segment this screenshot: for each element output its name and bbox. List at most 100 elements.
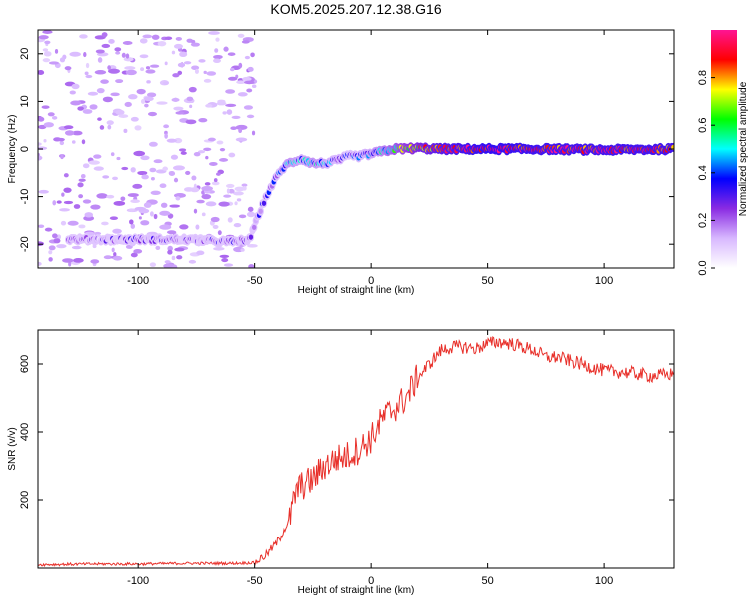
- noise-blob: [97, 57, 103, 63]
- noise-blob: [94, 70, 107, 75]
- noise-blob: [140, 99, 146, 104]
- noise-blob: [225, 103, 237, 108]
- noise-blob: [213, 58, 221, 64]
- noise-blob: [226, 109, 233, 115]
- noise-blob: [81, 139, 86, 145]
- noise-blob: [188, 86, 197, 93]
- noise-blob: [150, 176, 155, 181]
- noise-blob: [70, 100, 82, 106]
- noise-blob: [44, 40, 51, 45]
- noise-blob: [61, 192, 65, 197]
- noise-blob: [110, 152, 115, 157]
- noise-blob: [183, 61, 192, 65]
- noise-blob: [238, 214, 247, 219]
- spectrogram-y-ticks: 20 10 0 -10 -20: [19, 48, 674, 252]
- noise-blob: [168, 170, 176, 177]
- noise-blob: [163, 81, 169, 86]
- noise-blob: [88, 160, 101, 165]
- noise-blob: [225, 183, 235, 188]
- noise-blob: [120, 196, 126, 202]
- noise-blob: [173, 177, 179, 183]
- noise-blob: [163, 124, 170, 129]
- noise-blob: [102, 175, 110, 179]
- noise-blob: [189, 104, 193, 109]
- noise-blob: [63, 125, 74, 130]
- noise-blob: [43, 51, 52, 57]
- colorbar-tick-label: 0.6: [697, 118, 709, 133]
- spectrogram-x-tick-label: 100: [595, 275, 613, 287]
- noise-blob: [217, 230, 222, 236]
- noise-blob: [130, 199, 141, 203]
- noise-blob: [242, 185, 247, 191]
- noise-blob: [247, 206, 254, 212]
- noise-blob: [108, 39, 115, 44]
- noise-blob: [174, 137, 183, 144]
- noise-blob: [164, 36, 173, 40]
- noise-blob: [59, 140, 65, 146]
- noise-blob: [59, 57, 66, 63]
- noise-blob: [236, 198, 242, 202]
- noise-blob: [205, 103, 213, 108]
- noise-blob: [42, 58, 51, 63]
- noise-blob: [246, 211, 256, 218]
- noise-blob: [242, 76, 252, 82]
- snr-y-tick-label: 600: [19, 355, 31, 373]
- noise-blob: [71, 83, 80, 90]
- noise-blob: [112, 255, 123, 261]
- noise-blob: [69, 51, 81, 57]
- noise-blob: [159, 183, 167, 189]
- noise-blob: [63, 200, 74, 205]
- noise-blob: [112, 228, 122, 234]
- noise-blob: [115, 51, 121, 55]
- noise-blob: [155, 245, 161, 251]
- noise-blob: [92, 244, 97, 249]
- noise-blob: [194, 68, 199, 74]
- spectrogram-x-ticks: -100 -50 0 50 100: [127, 30, 613, 287]
- noise-blob: [173, 165, 185, 171]
- noise-blob: [48, 250, 53, 255]
- noise-blob: [103, 255, 113, 260]
- noise-blob: [205, 155, 209, 160]
- track-core: [258, 208, 263, 214]
- noise-blob: [173, 106, 184, 111]
- noise-blob: [251, 84, 257, 89]
- snr-y-label: SNR (v/v): [7, 427, 18, 470]
- noise-blob: [128, 94, 138, 100]
- noise-blob: [219, 147, 226, 152]
- noise-blob: [52, 200, 57, 206]
- noise-blob: [128, 208, 135, 212]
- noise-blob: [106, 194, 115, 199]
- noise-blob: [108, 68, 120, 74]
- noise-blob: [115, 109, 125, 115]
- noise-blob: [67, 220, 79, 226]
- noise-blob: [231, 115, 241, 120]
- noise-blob: [193, 151, 201, 157]
- noise-blob: [139, 38, 148, 44]
- noise-blob: [172, 264, 178, 268]
- noise-blob: [38, 142, 42, 146]
- snr-frame: [37, 329, 675, 569]
- noise-blob: [142, 34, 153, 39]
- noise-blob: [247, 66, 254, 72]
- noise-blob: [233, 222, 242, 228]
- noise-blob: [221, 257, 229, 263]
- noise-blob: [130, 167, 136, 173]
- noise-blob: [222, 111, 227, 115]
- noise-blob: [93, 231, 102, 236]
- noise-blob: [68, 261, 72, 267]
- noise-blob: [48, 257, 53, 262]
- noise-blob: [208, 31, 220, 35]
- noise-blob: [140, 67, 145, 72]
- noise-blob: [171, 97, 180, 102]
- noise-blob: [59, 208, 70, 212]
- noise-blob: [193, 183, 197, 189]
- noise-blob: [203, 78, 212, 83]
- noise-blob: [138, 216, 142, 220]
- noise-blob: [177, 62, 186, 68]
- colorbar-ticks: 0.0 0.2 0.4 0.6 0.8: [697, 70, 715, 276]
- noise-blob: [219, 254, 230, 258]
- noise-blob: [60, 154, 64, 160]
- spectrogram-x-tick-label: 50: [482, 275, 494, 287]
- noise-blob: [107, 65, 112, 71]
- noise-blob: [56, 244, 67, 249]
